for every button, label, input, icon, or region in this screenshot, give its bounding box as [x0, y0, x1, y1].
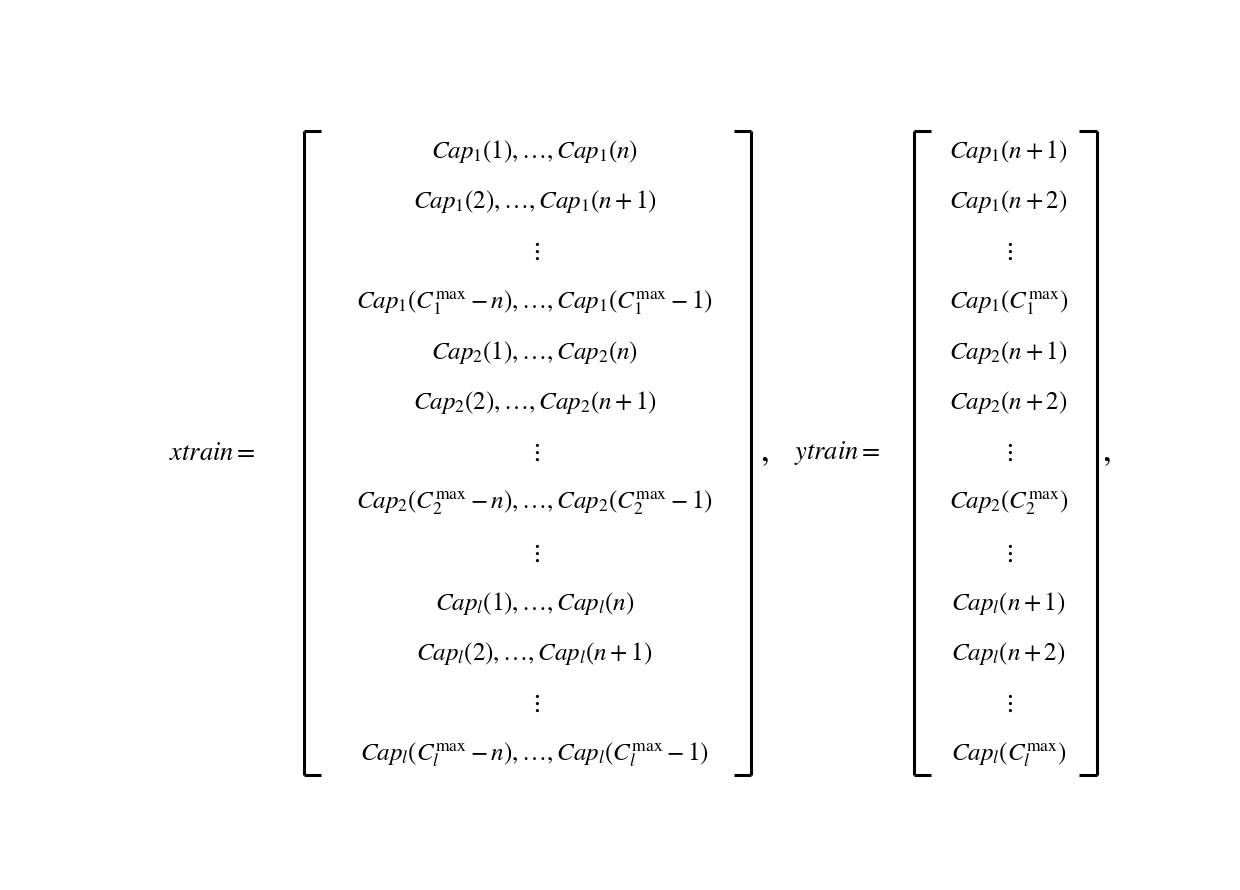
- Text: $Cap_1(1),\ldots,Cap_1(n)$: $Cap_1(1),\ldots,Cap_1(n)$: [432, 138, 639, 165]
- Text: $Cap_l(1),\ldots,Cap_l(n)$: $Cap_l(1),\ldots,Cap_l(n)$: [435, 590, 635, 617]
- Text: $Cap_1(n+2)$: $Cap_1(n+2)$: [949, 188, 1068, 215]
- Text: $\vdots$: $\vdots$: [1003, 541, 1013, 565]
- Text: $Cap_l(2),\ldots,Cap_l(n+1)$: $Cap_l(2),\ldots,Cap_l(n+1)$: [417, 641, 652, 668]
- Text: $Cap_l(n+1)$: $Cap_l(n+1)$: [951, 590, 1065, 617]
- Text: $\vdots$: $\vdots$: [529, 692, 539, 716]
- Text: $,$: $,$: [1101, 437, 1110, 469]
- Text: $\vdots$: $\vdots$: [1003, 692, 1013, 716]
- Text: $xtrain =$: $xtrain =$: [170, 441, 255, 465]
- Text: $Cap_2(2),\ldots,Cap_2(n+1)$: $Cap_2(2),\ldots,Cap_2(n+1)$: [413, 389, 656, 417]
- Text: $Cap_2\left(C_2^{\mathrm{max}}-n\right),\ldots,Cap_2\left(C_2^{\mathrm{max}}-1\r: $Cap_2\left(C_2^{\mathrm{max}}-n\right),…: [356, 489, 713, 517]
- Text: $\vdots$: $\vdots$: [529, 541, 539, 565]
- Text: $\vdots$: $\vdots$: [1003, 239, 1013, 263]
- Text: $Cap_2(n+2)$: $Cap_2(n+2)$: [949, 389, 1068, 417]
- Text: $Cap_2(1),\ldots,Cap_2(n)$: $Cap_2(1),\ldots,Cap_2(n)$: [432, 339, 639, 366]
- Text: $Cap_l\left(C_l^{\mathrm{max}}\right)$: $Cap_l\left(C_l^{\mathrm{max}}\right)$: [951, 740, 1066, 769]
- Text: $Cap_1\left(C_1^{\mathrm{max}}\right)$: $Cap_1\left(C_1^{\mathrm{max}}\right)$: [949, 287, 1068, 317]
- Text: $Cap_1(n+1)$: $Cap_1(n+1)$: [949, 138, 1068, 165]
- Text: $\vdots$: $\vdots$: [1003, 441, 1013, 465]
- Text: $Cap_2(n+1)$: $Cap_2(n+1)$: [949, 339, 1068, 366]
- Text: $\vdots$: $\vdots$: [529, 441, 539, 465]
- Text: $Cap_1\left(C_1^{\mathrm{max}}-n\right),\ldots,Cap_1\left(C_1^{\mathrm{max}}-1\r: $Cap_1\left(C_1^{\mathrm{max}}-n\right),…: [356, 287, 713, 317]
- Text: $Cap_2\left(C_2^{\mathrm{max}}\right)$: $Cap_2\left(C_2^{\mathrm{max}}\right)$: [949, 489, 1068, 517]
- Text: $Cap_l\left(C_l^{\mathrm{max}}-n\right),\ldots,Cap_l\left(C_l^{\mathrm{max}}-1\r: $Cap_l\left(C_l^{\mathrm{max}}-n\right),…: [360, 740, 709, 769]
- Text: $Cap_1(2),\ldots,Cap_1(n+1)$: $Cap_1(2),\ldots,Cap_1(n+1)$: [413, 188, 656, 215]
- Text: $ytrain =$: $ytrain =$: [794, 439, 880, 467]
- Text: $\vdots$: $\vdots$: [529, 239, 539, 263]
- Text: $Cap_l(n+2)$: $Cap_l(n+2)$: [951, 641, 1065, 668]
- Text: $,$: $,$: [760, 437, 769, 469]
